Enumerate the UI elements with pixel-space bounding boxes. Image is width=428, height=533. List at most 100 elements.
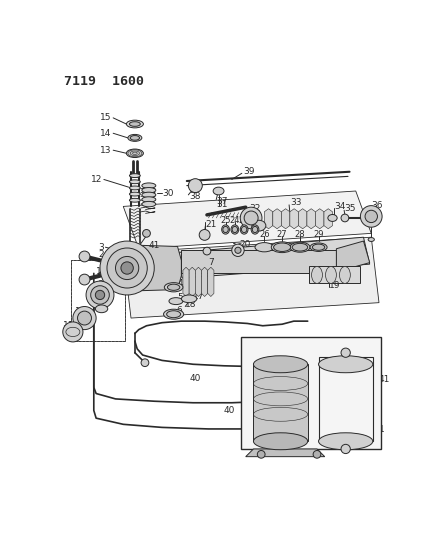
- Ellipse shape: [126, 120, 143, 128]
- Text: 6: 6: [176, 306, 182, 315]
- Text: 1: 1: [96, 268, 102, 276]
- Ellipse shape: [129, 192, 140, 196]
- Text: 2: 2: [98, 251, 104, 260]
- Polygon shape: [123, 237, 379, 318]
- Text: 26: 26: [259, 230, 270, 239]
- Text: 27: 27: [277, 230, 288, 239]
- Polygon shape: [176, 237, 370, 278]
- Ellipse shape: [129, 186, 140, 190]
- Ellipse shape: [251, 225, 259, 234]
- Text: 33: 33: [290, 198, 301, 207]
- Polygon shape: [324, 209, 333, 229]
- Polygon shape: [127, 245, 181, 291]
- Circle shape: [365, 210, 377, 223]
- Text: 4: 4: [178, 279, 183, 288]
- Circle shape: [240, 207, 262, 229]
- Circle shape: [86, 281, 114, 309]
- Text: 11: 11: [63, 321, 74, 330]
- Ellipse shape: [129, 122, 140, 126]
- Ellipse shape: [318, 433, 373, 450]
- Ellipse shape: [326, 266, 336, 284]
- Ellipse shape: [213, 187, 224, 195]
- Ellipse shape: [273, 243, 291, 252]
- Circle shape: [305, 415, 314, 424]
- Ellipse shape: [129, 198, 140, 202]
- Text: 19: 19: [329, 281, 340, 290]
- Bar: [181, 251, 336, 273]
- Text: 41: 41: [149, 241, 160, 250]
- Polygon shape: [202, 267, 208, 296]
- Polygon shape: [281, 209, 290, 229]
- Ellipse shape: [142, 197, 156, 202]
- Polygon shape: [189, 267, 195, 296]
- Ellipse shape: [368, 238, 374, 241]
- Text: 36: 36: [371, 201, 383, 210]
- Bar: [309, 266, 360, 284]
- Ellipse shape: [271, 242, 293, 253]
- Ellipse shape: [241, 227, 247, 232]
- Circle shape: [303, 393, 312, 403]
- Ellipse shape: [142, 201, 156, 207]
- Text: 40: 40: [189, 374, 200, 383]
- Ellipse shape: [163, 309, 184, 319]
- Text: 16: 16: [232, 243, 243, 252]
- Text: 44: 44: [282, 448, 293, 457]
- Circle shape: [63, 322, 83, 342]
- Ellipse shape: [255, 243, 273, 252]
- Text: 40: 40: [224, 406, 235, 415]
- Ellipse shape: [312, 266, 322, 284]
- Polygon shape: [208, 267, 214, 296]
- Circle shape: [143, 230, 150, 237]
- Circle shape: [244, 211, 258, 225]
- Ellipse shape: [142, 183, 156, 188]
- Text: 7119  1600: 7119 1600: [64, 75, 144, 88]
- Polygon shape: [195, 267, 202, 296]
- Polygon shape: [183, 267, 189, 296]
- Text: 29: 29: [313, 230, 324, 239]
- Circle shape: [341, 348, 351, 357]
- Circle shape: [341, 214, 349, 222]
- Ellipse shape: [164, 282, 183, 292]
- Text: 42: 42: [297, 417, 309, 426]
- Ellipse shape: [129, 174, 140, 177]
- Ellipse shape: [318, 356, 373, 373]
- Ellipse shape: [231, 225, 239, 234]
- Text: 17: 17: [193, 292, 205, 301]
- Polygon shape: [307, 209, 315, 229]
- Text: 13: 13: [100, 146, 112, 155]
- Circle shape: [203, 247, 211, 255]
- Text: 28: 28: [294, 230, 305, 239]
- Ellipse shape: [181, 295, 197, 303]
- Text: 31: 31: [216, 199, 228, 208]
- Circle shape: [257, 450, 265, 458]
- Ellipse shape: [339, 266, 351, 284]
- Bar: [318, 357, 373, 441]
- Circle shape: [77, 311, 92, 325]
- Bar: [241, 337, 380, 449]
- Text: 5: 5: [178, 293, 183, 302]
- Ellipse shape: [126, 149, 143, 158]
- Text: 43: 43: [253, 420, 265, 429]
- Ellipse shape: [95, 305, 108, 313]
- Circle shape: [121, 262, 134, 274]
- Circle shape: [235, 247, 241, 253]
- Text: 24: 24: [229, 216, 240, 225]
- Ellipse shape: [166, 311, 181, 318]
- Text: 21: 21: [205, 220, 217, 229]
- Ellipse shape: [253, 356, 308, 373]
- Polygon shape: [123, 191, 371, 249]
- Bar: [71, 260, 125, 341]
- Ellipse shape: [223, 227, 228, 232]
- Circle shape: [100, 241, 154, 295]
- Text: 1: 1: [379, 425, 385, 434]
- Text: 12: 12: [91, 175, 102, 184]
- Text: 23: 23: [239, 216, 250, 225]
- Text: 25: 25: [220, 216, 231, 225]
- Text: 35: 35: [344, 204, 356, 213]
- Circle shape: [188, 179, 202, 192]
- Ellipse shape: [169, 297, 183, 304]
- Text: 20: 20: [240, 240, 251, 249]
- Text: 37: 37: [216, 197, 228, 206]
- Circle shape: [141, 359, 149, 367]
- Ellipse shape: [240, 225, 248, 234]
